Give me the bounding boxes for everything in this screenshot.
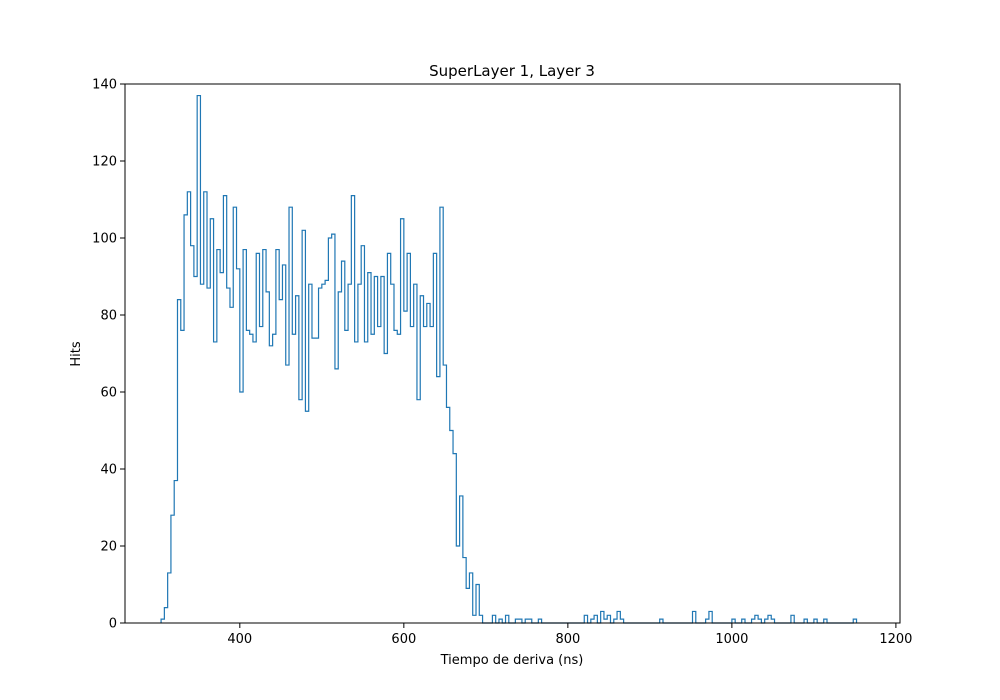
y-tick-label: 20 bbox=[100, 540, 117, 555]
x-axis: 400 600 800 1000 1200 bbox=[227, 623, 912, 647]
y-tick-label: 100 bbox=[92, 232, 117, 247]
x-tick-label: 1000 bbox=[715, 632, 748, 647]
y-tick-label: 80 bbox=[100, 309, 117, 324]
plot-area bbox=[160, 94, 858, 624]
y-tick-label: 140 bbox=[92, 78, 117, 93]
y-axis: 0 20 40 60 80 100 120 140 bbox=[92, 78, 125, 632]
x-tick-label: 1200 bbox=[879, 632, 912, 647]
x-axis-label: Tiempo de deriva (ns) bbox=[440, 653, 584, 668]
y-tick-label: 0 bbox=[109, 617, 117, 632]
y-tick-label: 40 bbox=[100, 463, 117, 478]
y-axis-label: Hits bbox=[69, 341, 84, 366]
chart-title: SuperLayer 1, Layer 3 bbox=[429, 62, 595, 80]
x-tick-label: 600 bbox=[391, 632, 416, 647]
x-tick-label: 800 bbox=[555, 632, 580, 647]
histogram-step-line bbox=[160, 94, 858, 624]
y-tick-label: 120 bbox=[92, 155, 117, 170]
x-tick-label: 400 bbox=[227, 632, 252, 647]
y-tick-label: 60 bbox=[100, 386, 117, 401]
axes-frame bbox=[124, 83, 901, 624]
